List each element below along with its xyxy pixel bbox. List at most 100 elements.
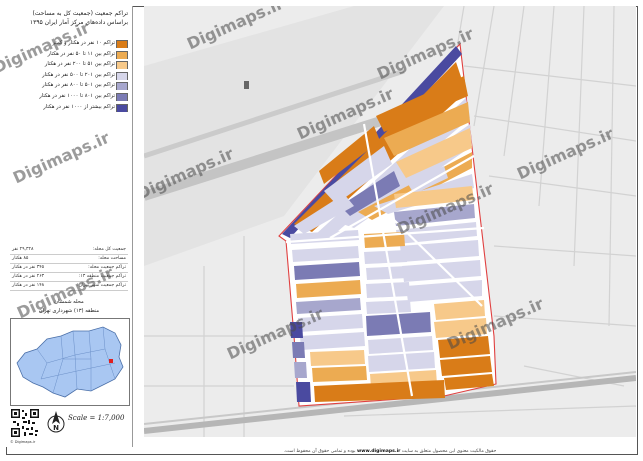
stat-label: تراکم جمعیت شهر تهران:: [77, 283, 126, 288]
statistics-table: جمعیت کل محله: ۲۹,۳۲۸ نفر مساحت محله: ۸۵…: [10, 246, 128, 291]
legend-swatch: [116, 71, 128, 80]
stat-label: تراکم جمعیت محله:: [88, 265, 126, 270]
map-svg: [144, 6, 636, 437]
legend-label: تراکم بین ۵۰۱ تا ۸۰۰ نفر در هکتار: [42, 82, 115, 89]
map-title-line1: تراکم جمعیت (جمعیت کل به مساحت): [32, 10, 128, 17]
location-title: محله شمشان منطقه (۱۳) شهرداری تهران: [10, 298, 128, 316]
legend-label: تراکم ۱۰ نفر در هکتار و کمتر: [52, 40, 115, 46]
background-streets: [144, 6, 636, 437]
block-density-4: [292, 246, 359, 262]
block-density-4: [368, 352, 435, 372]
copyright-text-after: بوده و تمامی حقوق آن محفوظ است.: [283, 449, 356, 454]
neighborhood-blocks: [278, 42, 497, 407]
stat-row: تراکم جمعیت محله: ۳۴۵ نفر در هکتار: [10, 264, 128, 273]
block-density-5: [294, 362, 307, 378]
stat-row: تراکم جمعیت شهر تهران: ۱۴۸ نفر در هکتار: [10, 282, 128, 291]
legend-item: تراکم بیشتر از ۱۰۰۰ نفر در هکتار: [10, 103, 128, 112]
legend-label: تراکم بین ۸۰۱ تا ۱۰۰۰ نفر در هکتار: [39, 92, 115, 99]
block-density-2: [384, 102, 470, 156]
block-density-6: [292, 342, 305, 358]
block-density-4: [294, 194, 354, 234]
block-density-5: [296, 298, 361, 314]
block-density-5: [394, 204, 475, 226]
block-density-6: [340, 171, 400, 216]
airfield-area: [144, 6, 444, 266]
map-title: تراکم جمعیت (جمعیت کل به مساحت) براساس د…: [10, 9, 128, 37]
legend-item: تراکم بین ۲۰۱ تا ۵۰۰ نفر در هکتار: [10, 71, 128, 80]
map-title-line2: براساس داده‌های مرکز آمار ایران ۱۳۹۵: [29, 19, 128, 26]
legend-swatch: [116, 103, 128, 112]
legend-swatch: [116, 50, 128, 59]
block-density-3: [310, 350, 365, 366]
neighborhood-name: محله شمشان: [54, 299, 84, 305]
building-icon: [244, 81, 249, 89]
block-density-4: [366, 300, 411, 314]
legend-swatch: [116, 92, 128, 101]
block-density-2: [296, 280, 361, 298]
legend-label: تراکم بین ۲۰۱ تا ۵۰۰ نفر در هکتار: [42, 71, 115, 78]
block-density-4: [406, 280, 482, 302]
block-density-1: [376, 76, 468, 132]
map-footer-block: © Digimaps.ir N Scale = 1:7,000: [10, 406, 128, 444]
legend-label: تراکم بین ۱۱ تا ۵۰ نفر در هکتار: [47, 50, 115, 57]
website-link[interactable]: www.digimaps.ir: [357, 449, 401, 454]
legend-swatch: [116, 40, 128, 48]
legend-item: تراکم ۱۰ نفر در هکتار و کمتر: [10, 39, 128, 48]
district-name: منطقه (۱۳) شهرداری تهران: [38, 308, 100, 314]
legend-swatch: [116, 82, 128, 91]
location-marker: [109, 359, 113, 363]
block-density-3: [434, 300, 485, 320]
block-density-4: [368, 336, 433, 354]
runway: [144, 68, 405, 159]
scale-label: Scale = 1:7,000: [68, 414, 125, 422]
stat-label: تراکم جمعیت منطقه ۱۳:: [78, 274, 126, 279]
block-density-1: [440, 356, 492, 376]
block-density-3: [396, 128, 472, 178]
legend-item: تراکم بین ۸۰۱ تا ۱۰۰۰ نفر در هکتار: [10, 92, 128, 101]
stat-value: ۱۴۸ نفر در هکتار: [12, 283, 45, 288]
legend-panel: تراکم جمعیت (جمعیت کل به مساحت) براساس د…: [6, 6, 133, 447]
stat-row: تراکم جمعیت منطقه ۱۳: ۲۶۳ نفر در هکتار: [10, 273, 128, 282]
block-density-2: [312, 366, 367, 382]
stat-label: مساحت محله:: [98, 256, 126, 261]
district-boundaries: [36, 326, 116, 394]
block-density-4: [300, 332, 365, 350]
block-density-4: [324, 146, 392, 204]
map-canvas[interactable]: Digimaps.ir Digimaps.ir Digimaps.ir Digi…: [144, 6, 636, 437]
copyright-text-before: حقوق مالکیت معنوی این محصول متعلق به سای…: [401, 449, 497, 454]
block-density-4: [366, 282, 410, 298]
stat-value: ۸۵ هکتار: [12, 256, 29, 261]
block-density-7: [296, 382, 311, 402]
block-density-3: [434, 318, 487, 338]
legend-label: تراکم بین ۵۱ تا ۲۰۰ نفر در هکتار: [44, 61, 115, 68]
legend: تراکم ۱۰ نفر در هکتار و کمتر تراکم بین ۱…: [10, 39, 128, 113]
north-label: N: [53, 424, 59, 432]
stat-row: جمعیت کل محله: ۲۹,۳۲۸ نفر: [10, 246, 128, 255]
stat-value: ۳۴۵ نفر در هکتار: [12, 265, 45, 270]
block-density-7: [290, 322, 303, 338]
block-density-1: [438, 336, 490, 358]
legend-item: تراکم بین ۵۰۱ تا ۸۰۰ نفر در هکتار: [10, 81, 128, 91]
block-density-1: [314, 380, 445, 402]
block-density-4: [298, 314, 363, 332]
main-highway: [144, 375, 636, 434]
internal-streets: [285, 123, 485, 397]
stat-value: ۲۹,۳۲۸ نفر: [12, 247, 34, 252]
qr-code-icon: [10, 408, 40, 438]
stat-row: مساحت محله: ۸۵ هکتار: [10, 255, 128, 264]
block-density-1: [319, 126, 380, 184]
block-density-4: [402, 260, 481, 282]
block-density-6: [294, 262, 360, 280]
block-density-1: [444, 374, 494, 390]
block-density-4: [364, 250, 407, 264]
block-density-4: [396, 222, 477, 244]
qr-caption: © Digimaps.ir: [10, 440, 36, 444]
copyright-footer: حقوق مالکیت معنوی این محصول متعلق به سای…: [144, 447, 636, 457]
block-density-3: [394, 186, 474, 208]
north-arrow-icon: N: [47, 411, 65, 433]
locator-map-svg: [11, 319, 129, 405]
tehran-outline: [16, 326, 124, 398]
legend-swatch: [116, 61, 128, 70]
locator-map: [10, 318, 130, 406]
legend-label: تراکم بیشتر از ۱۰۰۰ نفر در هکتار: [43, 103, 115, 110]
